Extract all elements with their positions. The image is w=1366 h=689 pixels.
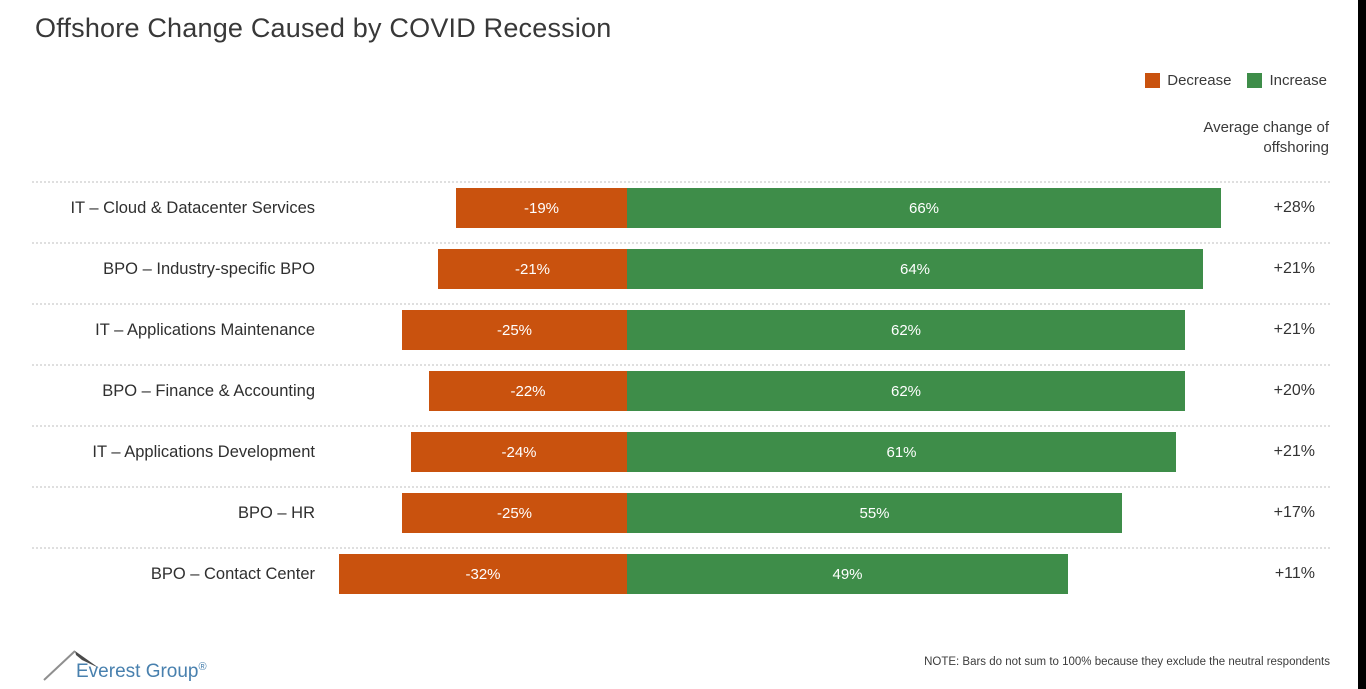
decrease-value: -22% xyxy=(510,382,546,400)
average-column-header-line1: Average change of xyxy=(1203,119,1329,136)
increase-value: 61% xyxy=(886,443,917,461)
increase-value: 66% xyxy=(908,199,940,217)
decrease-bar: -25% xyxy=(402,310,627,350)
decrease-value: -21% xyxy=(514,260,551,278)
decrease-value: -32% xyxy=(465,565,501,583)
increase-bar: 49% xyxy=(627,554,1068,594)
decrease-bar: -21% xyxy=(438,249,627,289)
chart-title: Offshore Change Caused by COVID Recessio… xyxy=(35,13,612,43)
chart-row: IT – Cloud & Datacenter Services -19% 66… xyxy=(0,181,1366,242)
average-value: +21% xyxy=(1273,443,1315,460)
legend: Decrease Increase xyxy=(1145,72,1327,89)
category-label: BPO – HR xyxy=(237,503,315,522)
category-label: BPO – Industry-specific BPO xyxy=(103,259,315,278)
decrease-value: -24% xyxy=(501,443,537,461)
decrease-value: -19% xyxy=(523,199,560,217)
average-column-header: Average change of offshoring xyxy=(1109,118,1329,158)
chart-row: BPO – Finance & Accounting -22% 62% +20% xyxy=(0,364,1366,425)
decrease-bar: -32% xyxy=(339,554,627,594)
mountain-peak-icon: Everest Group® xyxy=(43,650,207,682)
chart-row: BPO – HR -25% 55% +17% xyxy=(0,486,1366,547)
row-divider xyxy=(32,486,1330,488)
row-divider xyxy=(32,425,1330,427)
average-value: +17% xyxy=(1273,504,1315,521)
row-divider xyxy=(32,547,1330,549)
increase-bar: 64% xyxy=(627,249,1203,289)
decrease-bar: -22% xyxy=(429,371,627,411)
increase-bar: 61% xyxy=(627,432,1176,472)
average-value: +20% xyxy=(1273,382,1315,399)
legend-item-increase: Increase xyxy=(1247,72,1327,89)
decrease-swatch-icon xyxy=(1145,73,1161,88)
increase-bar: 66% xyxy=(627,188,1221,228)
row-divider xyxy=(32,181,1330,183)
legend-item-decrease: Decrease xyxy=(1145,72,1231,89)
increase-value: 55% xyxy=(859,504,890,522)
legend-label-increase: Increase xyxy=(1269,72,1327,89)
chart-row: BPO – Contact Center -32% 49% +11% xyxy=(0,547,1366,608)
decrease-bar: -24% xyxy=(411,432,627,472)
increase-swatch-icon xyxy=(1247,73,1263,88)
decrease-bar: -25% xyxy=(402,493,627,533)
category-label: IT – Applications Development xyxy=(92,442,315,461)
footnote: NOTE: Bars do not sum to 100% because th… xyxy=(924,656,1330,668)
decrease-bar: -19% xyxy=(456,188,627,228)
everest-group-logo: Everest Group® xyxy=(42,640,222,689)
category-label: BPO – Finance & Accounting xyxy=(102,381,315,400)
logo-registered-mark: ® xyxy=(199,661,207,673)
average-value: +28% xyxy=(1273,199,1315,216)
screen-edge-strip xyxy=(1358,0,1366,689)
row-divider xyxy=(32,303,1330,305)
average-value: +21% xyxy=(1273,260,1315,277)
increase-value: 62% xyxy=(890,321,922,339)
svg-text:Everest Group®: Everest Group® xyxy=(76,661,207,682)
category-label: IT – Applications Maintenance xyxy=(95,320,315,339)
chart-row: IT – Applications Maintenance -25% 62% +… xyxy=(0,303,1366,364)
increase-bar: 62% xyxy=(627,371,1185,411)
increase-value: 62% xyxy=(890,382,922,400)
category-label: IT – Cloud & Datacenter Services xyxy=(70,198,315,217)
average-value: +11% xyxy=(1274,565,1315,582)
legend-label-decrease: Decrease xyxy=(1167,72,1232,89)
chart-row: IT – Applications Development -24% 61% +… xyxy=(0,425,1366,486)
increase-value: 64% xyxy=(899,260,931,278)
logo-text: Everest Group xyxy=(76,661,199,682)
row-divider xyxy=(32,242,1330,244)
category-label: BPO – Contact Center xyxy=(150,564,315,583)
chart-row: BPO – Industry-specific BPO -21% 64% +21… xyxy=(0,242,1366,303)
increase-value: 49% xyxy=(832,565,863,583)
average-column-header-line2: offshoring xyxy=(1263,139,1329,156)
decrease-value: -25% xyxy=(496,504,533,522)
increase-bar: 55% xyxy=(627,493,1122,533)
average-value: +21% xyxy=(1273,321,1315,338)
decrease-value: -25% xyxy=(496,321,533,339)
increase-bar: 62% xyxy=(627,310,1185,350)
row-divider xyxy=(32,364,1330,366)
